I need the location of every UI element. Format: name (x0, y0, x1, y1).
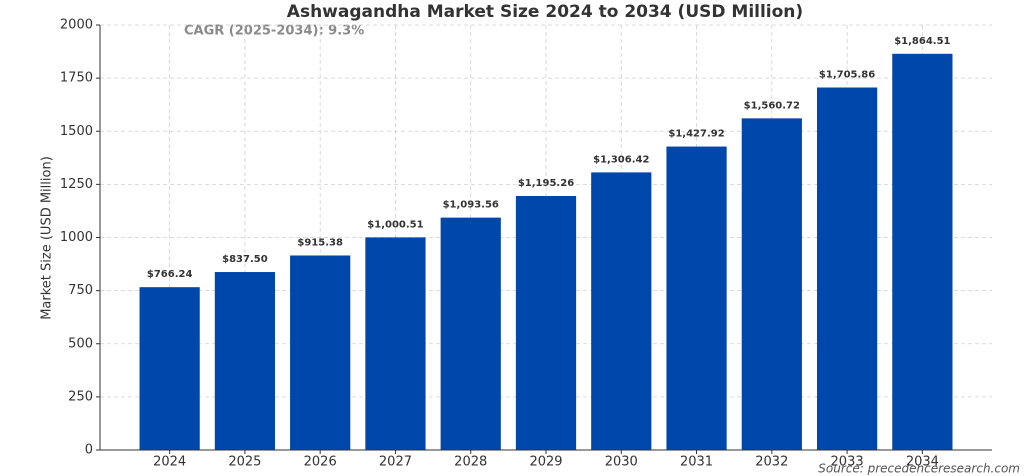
y-tick-label: 0 (85, 443, 93, 458)
value-label: $766.24 (147, 269, 193, 280)
x-tick-label: 2024 (153, 455, 186, 470)
y-tick-label: 1000 (60, 230, 93, 245)
x-tick-label: 2030 (605, 455, 638, 470)
cagr-annotation: CAGR (2025-2034): 9.3% (184, 24, 364, 39)
bar (591, 172, 652, 451)
bar (741, 118, 802, 451)
bar (214, 272, 276, 450)
y-tick-label: 1250 (60, 177, 93, 192)
value-label: $1,000.51 (367, 219, 423, 230)
x-tick-label: 2034 (906, 455, 939, 470)
x-tick-label: 2026 (304, 455, 337, 470)
x-tick-label: 2033 (831, 455, 864, 470)
value-label: $1,306.42 (593, 154, 649, 165)
y-axis-label: Market Size (USD Million) (40, 156, 55, 320)
value-label: $1,093.56 (443, 200, 499, 211)
bar (816, 87, 878, 450)
x-tick-label: 2029 (529, 455, 562, 470)
bar (515, 196, 577, 450)
value-label: $1,560.72 (744, 100, 800, 111)
x-tick-label: 2031 (680, 455, 713, 470)
value-label: $837.50 (222, 254, 268, 265)
x-tick-label: 2028 (454, 455, 487, 470)
bar (139, 287, 200, 450)
bar (440, 217, 501, 450)
value-label: $1,864.51 (894, 36, 950, 47)
value-label: $1,195.26 (518, 178, 574, 189)
value-label: $1,427.92 (668, 129, 724, 140)
bar (290, 255, 351, 450)
x-tick-label: 2027 (379, 455, 412, 470)
bar (365, 237, 426, 450)
bar (666, 146, 727, 450)
y-tick-label: 1750 (60, 71, 93, 86)
y-tick-label: 750 (68, 283, 93, 298)
chart-title: Ashwagandha Market Size 2024 to 2034 (US… (287, 2, 803, 22)
y-tick-label: 1500 (60, 124, 93, 139)
y-tick-label: 250 (68, 389, 93, 404)
value-label: $1,705.86 (819, 70, 875, 81)
bar (892, 53, 953, 450)
y-tick-label: 500 (68, 336, 93, 351)
y-tick-label: 2000 (60, 18, 93, 33)
x-tick-label: 2025 (228, 455, 261, 470)
x-tick-label: 2032 (755, 455, 788, 470)
value-label: $915.38 (297, 237, 343, 248)
source-note: Source: precedenceresearch.com (818, 462, 1020, 476)
